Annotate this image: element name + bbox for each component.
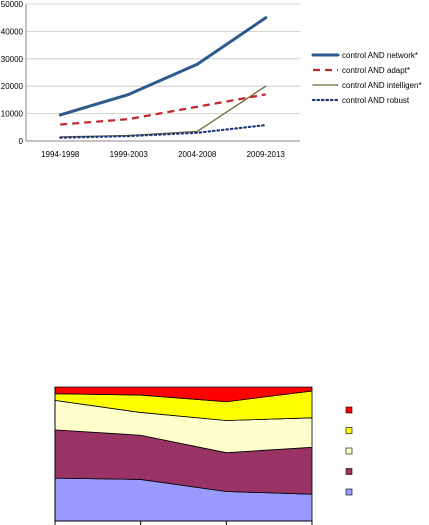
legend bbox=[345, 406, 353, 496]
y-tick-label: 50000 bbox=[1, 0, 24, 9]
area-series bbox=[54, 386, 313, 403]
y-tick-label: 0 bbox=[19, 137, 24, 146]
y-tick-label: 30000 bbox=[1, 55, 24, 64]
y-tick-label: 20000 bbox=[1, 82, 24, 91]
series-line bbox=[59, 85, 267, 138]
x-tick-label: 2009-2013 bbox=[247, 150, 286, 159]
area-series bbox=[54, 429, 313, 495]
y-tick-labels: 0 10000 20000 30000 40000 50000 bbox=[1, 0, 24, 146]
series-line bbox=[59, 124, 267, 139]
series-line bbox=[58, 16, 268, 117]
series-lines bbox=[58, 16, 268, 139]
gridlines bbox=[26, 3, 300, 114]
axes bbox=[25, 4, 300, 142]
legend-label: control AND adapt* bbox=[342, 66, 410, 75]
x-tick-label: 1994-1998 bbox=[41, 150, 80, 159]
y-tick-label: 10000 bbox=[1, 110, 24, 119]
legend-label: control AND robust bbox=[342, 96, 410, 105]
legend-swatch bbox=[345, 488, 353, 496]
legend: control AND network* control AND adapt* co… bbox=[311, 51, 422, 105]
x-tick-label: 1999-2003 bbox=[110, 150, 149, 159]
area-series bbox=[54, 386, 313, 522]
legend-label: control AND intelligen* bbox=[342, 81, 422, 90]
area-series bbox=[54, 399, 313, 454]
axes bbox=[54, 387, 313, 525]
legend-swatch bbox=[345, 447, 353, 455]
area-series bbox=[54, 390, 313, 421]
y-tick-label: 40000 bbox=[1, 27, 24, 36]
series-line bbox=[60, 93, 266, 126]
legend-label: control AND network* bbox=[342, 51, 418, 60]
x-tick-labels: 1994-1998 1999-2003 2004-2008 2009-2013 bbox=[41, 150, 285, 159]
legend-swatch bbox=[345, 406, 353, 414]
legend-swatch bbox=[345, 468, 353, 475]
x-tick-label: 2004-2008 bbox=[178, 150, 217, 159]
area-series bbox=[54, 477, 313, 522]
legend-swatch bbox=[345, 427, 353, 434]
line-chart: 0 10000 20000 30000 40000 50000 1994-1998 1999… bbox=[1, 0, 422, 159]
